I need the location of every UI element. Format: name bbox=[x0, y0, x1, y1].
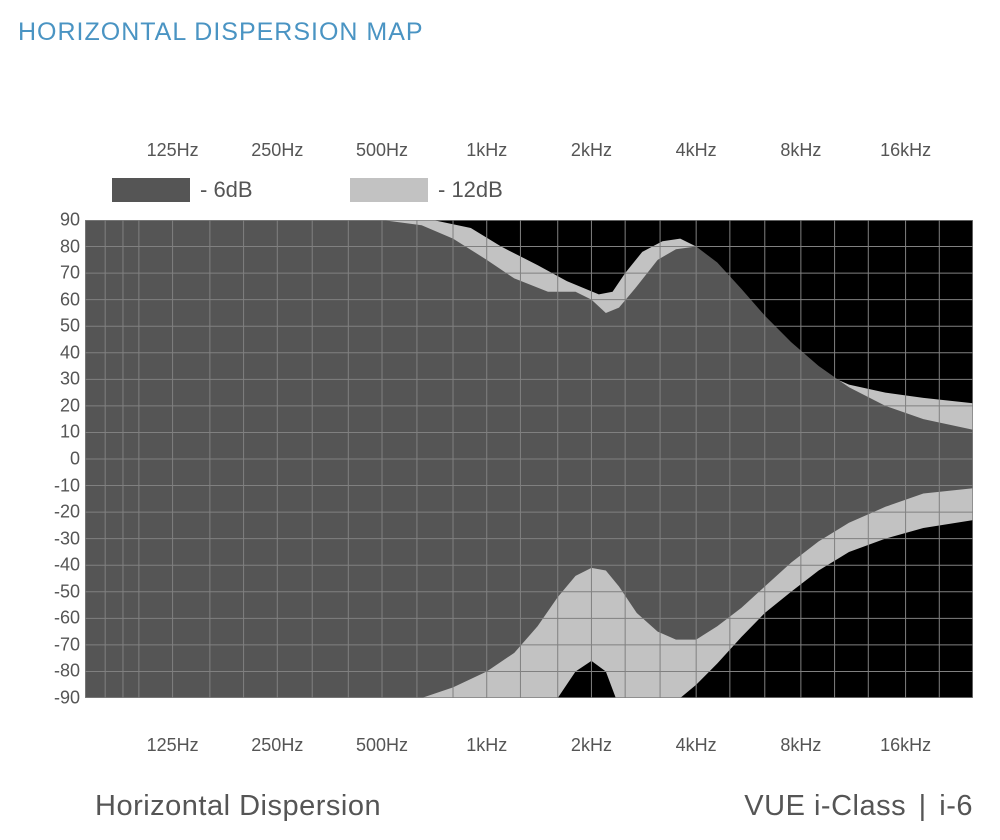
xaxis-tick-label-bottom: 500Hz bbox=[356, 735, 408, 756]
caption-left: Horizontal Dispersion bbox=[95, 790, 381, 823]
yaxis-tick-label: 80 bbox=[20, 236, 80, 257]
xaxis-tick-label-bottom: 125Hz bbox=[147, 735, 199, 756]
yaxis-tick-label: 10 bbox=[20, 422, 80, 443]
xaxis-tick-label-top: 1kHz bbox=[466, 140, 507, 161]
legend-label-12db: - 12dB bbox=[438, 177, 503, 203]
yaxis-tick-label: -30 bbox=[20, 528, 80, 549]
xaxis-tick-label-bottom: 16kHz bbox=[880, 735, 931, 756]
yaxis-tick-label: 50 bbox=[20, 316, 80, 337]
legend-item-12db: - 12dB bbox=[350, 177, 503, 203]
yaxis-tick-label: 90 bbox=[20, 210, 80, 231]
caption-right-brand: VUE i-Class bbox=[744, 790, 906, 822]
legend-swatch-12db bbox=[350, 178, 428, 202]
page-title: HORIZONTAL DISPERSION MAP bbox=[18, 18, 424, 47]
xaxis-tick-label-top: 500Hz bbox=[356, 140, 408, 161]
xaxis-tick-label-top: 4kHz bbox=[676, 140, 717, 161]
xaxis-tick-label-top: 8kHz bbox=[780, 140, 821, 161]
yaxis-tick-label: 20 bbox=[20, 395, 80, 416]
yaxis-tick-label: -10 bbox=[20, 475, 80, 496]
xaxis-tick-label-bottom: 1kHz bbox=[466, 735, 507, 756]
xaxis-tick-label-bottom: 4kHz bbox=[676, 735, 717, 756]
dispersion-chart-svg bbox=[85, 220, 973, 698]
dispersion-chart bbox=[85, 220, 973, 698]
yaxis-tick-label: 40 bbox=[20, 342, 80, 363]
page-root: HORIZONTAL DISPERSION MAP - 6dB - 12dB 1… bbox=[0, 0, 1000, 840]
yaxis-tick-label: -70 bbox=[20, 634, 80, 655]
caption-right: VUE i-Class | i-6 bbox=[744, 790, 973, 823]
yaxis-tick-label: 60 bbox=[20, 289, 80, 310]
legend-label-6db: - 6dB bbox=[200, 177, 253, 203]
yaxis-tick-label: -90 bbox=[20, 688, 80, 709]
xaxis-tick-label-top: 125Hz bbox=[147, 140, 199, 161]
yaxis-tick-label: -20 bbox=[20, 502, 80, 523]
legend-item-6db: - 6dB bbox=[112, 177, 253, 203]
xaxis-tick-label-top: 250Hz bbox=[251, 140, 303, 161]
xaxis-tick-label-bottom: 2kHz bbox=[571, 735, 612, 756]
yaxis-tick-label: 30 bbox=[20, 369, 80, 390]
caption-right-model: i-6 bbox=[939, 790, 973, 822]
yaxis-tick-label: 70 bbox=[20, 263, 80, 284]
yaxis-tick-label: -40 bbox=[20, 555, 80, 576]
xaxis-tick-label-bottom: 250Hz bbox=[251, 735, 303, 756]
caption-divider: | bbox=[915, 790, 931, 822]
yaxis-tick-label: 0 bbox=[20, 449, 80, 470]
legend-swatch-6db bbox=[112, 178, 190, 202]
yaxis-tick-label: -50 bbox=[20, 581, 80, 602]
xaxis-tick-label-top: 16kHz bbox=[880, 140, 931, 161]
xaxis-tick-label-top: 2kHz bbox=[571, 140, 612, 161]
yaxis-tick-label: -60 bbox=[20, 608, 80, 629]
yaxis-tick-label: -80 bbox=[20, 661, 80, 682]
xaxis-tick-label-bottom: 8kHz bbox=[780, 735, 821, 756]
